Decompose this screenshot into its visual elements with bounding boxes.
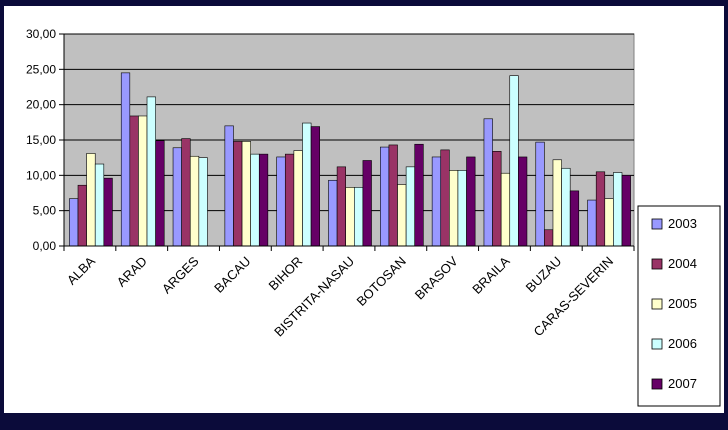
chart-panel: 0,00 5,00 10,00 15,00 20,00 25,00 30,00 ALBA AR…	[4, 6, 724, 413]
bar-2003-alba	[69, 198, 79, 247]
y-tick-label: 5,00	[33, 204, 57, 218]
legend-swatch	[651, 218, 663, 230]
bar-2007-buzau	[569, 190, 580, 247]
bar-2004-brasov	[440, 149, 450, 247]
bar-2006-arad	[146, 96, 156, 247]
y-tick-label: 20,00	[26, 98, 56, 112]
bar-2007-arad	[155, 140, 165, 247]
bar-2005-caras-severin	[604, 198, 614, 247]
legend-label: 2006	[668, 336, 697, 351]
bar-2003-bistrita-nasaud	[328, 179, 338, 247]
legend-label: 2007	[668, 376, 697, 391]
x-tick-label: ARAD	[114, 254, 150, 290]
bar-2005-bihor	[293, 150, 303, 247]
x-tick-label: ARGES	[159, 253, 202, 296]
x-tick-label: BUZAU	[523, 254, 565, 296]
legend-swatch	[651, 378, 663, 390]
bar-2004-caras-severin	[595, 171, 606, 247]
legend-box	[637, 205, 721, 407]
bar-2007-caras-severin	[621, 175, 631, 247]
bar-2005-botosani	[397, 184, 407, 247]
x-tick-label: BACAU	[211, 254, 253, 296]
bar-2004-arges	[181, 138, 191, 247]
bar-2003-brasov	[431, 156, 442, 247]
bar-2003-arad	[120, 72, 131, 247]
bar-2007-brasov	[466, 156, 476, 247]
bar-2005-alba	[86, 153, 96, 247]
bar-2005-brasov	[449, 170, 459, 247]
x-tick-label: BRASOV	[412, 253, 461, 302]
bar-2004-bihor	[284, 153, 295, 247]
bar-2004-arad	[129, 115, 139, 247]
bar-2005-braila	[500, 172, 511, 247]
bar-2003-bacau	[224, 125, 234, 247]
bar-2003-caras-severin	[587, 199, 597, 247]
bar-2003-arges	[172, 147, 182, 247]
bar-2006-bistrita-nasaud	[353, 187, 364, 247]
bar-2006-arges	[198, 157, 208, 247]
legend-label: 2003	[668, 216, 697, 231]
x-tick-label: BOTOSAN	[354, 254, 409, 309]
bar-2005-bacau	[241, 141, 251, 247]
bar-2007-bacau	[258, 153, 269, 247]
legend-label: 2005	[668, 296, 697, 311]
bar-2006-bacau	[250, 153, 260, 247]
y-axis: 0,00 5,00 10,00 15,00 20,00 25,00 30,00	[26, 27, 65, 253]
bar-2006-braila	[509, 75, 519, 247]
legend-swatch	[651, 338, 663, 350]
bar-2003-bihor	[276, 156, 286, 247]
x-axis: ALBA ARAD ARGES BACAU BIHORBISTRITA-NASAUBOT…	[63, 245, 635, 340]
y-tick-label: 10,00	[26, 168, 56, 182]
bar-2006-botosani	[405, 166, 416, 247]
bar-chart: 0,00 5,00 10,00 15,00 20,00 25,00 30,00 ALBA AR…	[26, 27, 721, 407]
bar-2007-braila	[518, 156, 528, 247]
bar-2007-alba	[103, 177, 113, 247]
bar-2006-buzau	[561, 167, 571, 247]
x-tick-label: ALBA	[64, 253, 98, 287]
bar-2005-bistrita-nasaud	[345, 187, 355, 247]
x-tick-label: BIHOR	[266, 254, 306, 294]
bar-2007-bihor	[310, 126, 320, 247]
bar-2006-caras-severin	[613, 172, 623, 247]
y-tick-label: 0,00	[33, 239, 57, 253]
y-tick-label: 25,00	[26, 62, 56, 76]
bar-2004-bistrita-nasaud	[336, 166, 347, 247]
bars	[69, 72, 631, 247]
bar-2003-buzau	[535, 141, 545, 247]
bar-2004-braila	[492, 151, 502, 247]
bar-2004-bacau	[233, 141, 243, 247]
bar-2005-buzau	[552, 159, 562, 247]
bar-2006-bihor	[302, 122, 312, 247]
bar-2004-alba	[77, 184, 87, 247]
legend-swatch	[651, 298, 663, 310]
bar-2007-botosani	[414, 143, 424, 247]
legend-swatch	[651, 258, 663, 270]
bar-2006-brasov	[457, 170, 467, 247]
y-tick-label: 15,00	[26, 133, 56, 147]
bar-2004-botosani	[388, 144, 398, 247]
bar-2005-arges	[189, 155, 200, 247]
bar-2003-braila	[483, 118, 493, 247]
bar-2004-buzau	[544, 229, 554, 247]
bar-2005-arad	[138, 115, 148, 247]
x-tick-label: BRAILA	[469, 253, 513, 297]
legend: 2003 2004 2005 2006 2007	[637, 205, 721, 407]
bar-2007-bistrita-nasaud	[362, 160, 372, 247]
legend-label: 2004	[668, 256, 697, 271]
bar-2003-botosani	[380, 146, 390, 247]
bar-2006-alba	[94, 163, 105, 247]
y-tick-label: 30,00	[26, 27, 56, 41]
